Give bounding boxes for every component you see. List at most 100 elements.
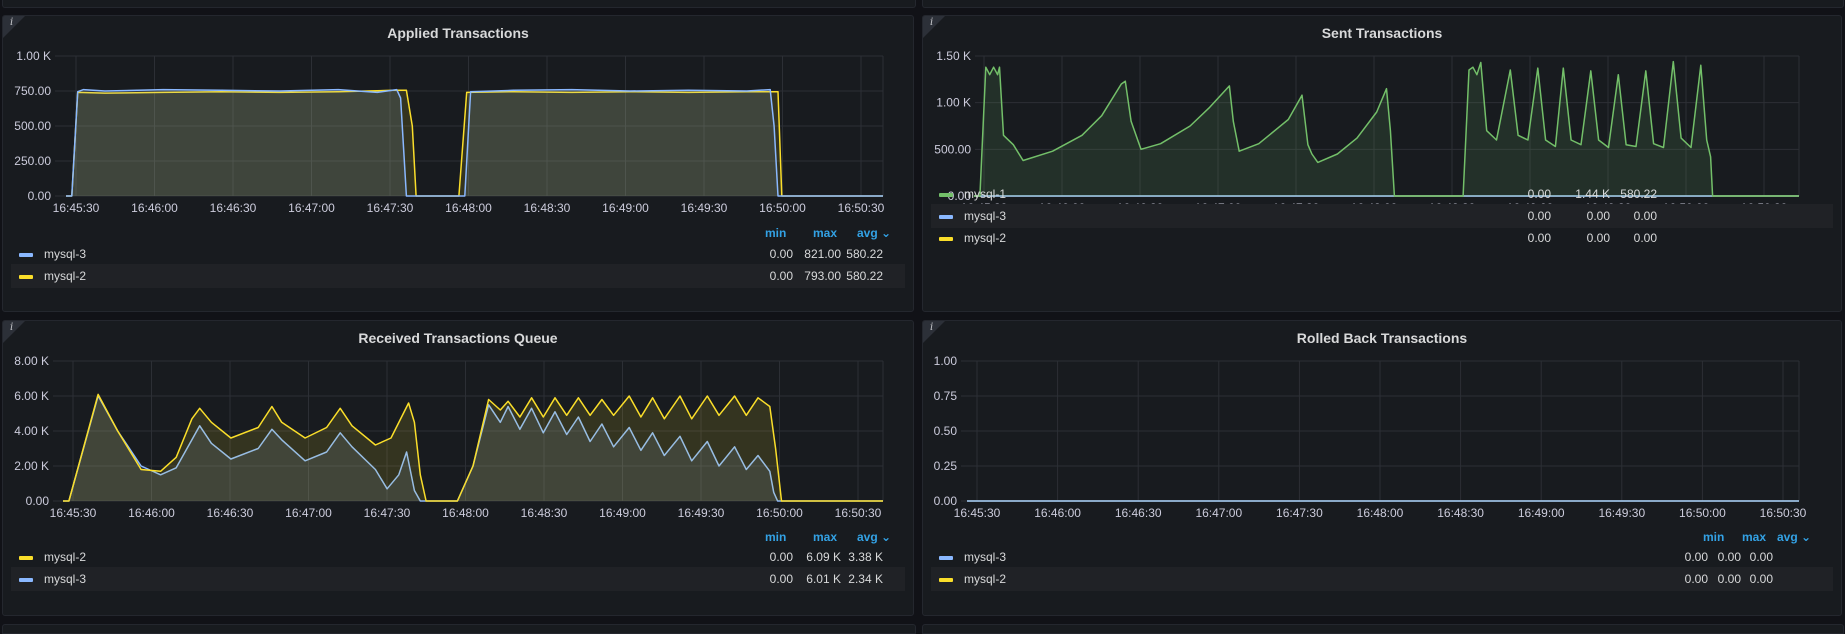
legend-swatch[interactable] [939,237,953,241]
legend-item-hidden [931,589,1833,613]
panel-received-transactions-queue[interactable]: i Received Transactions Queue 0.00 2.00 K… [2,320,914,616]
x-tick-label: 16:45:30 [53,201,100,215]
legend-item-mysql-3[interactable]: mysql-3 0.00 6.01 K 2.34 K [11,567,905,591]
y-tick-label: 500.00 [14,119,51,133]
legend-series-name[interactable]: mysql-2 [44,269,87,283]
legend-swatch[interactable] [19,556,33,560]
legend-value-min: 0.00 [769,269,793,283]
panel-info-corner[interactable]: i [3,16,25,38]
legend-header-max[interactable]: max [813,530,838,544]
legend-swatch[interactable] [19,253,33,257]
legend-swatch[interactable] [939,193,953,197]
x-tick-label: 16:49:00 [602,201,649,215]
panel-above-left [2,0,916,8]
grid [55,55,884,197]
legend-item-mysql-2[interactable]: mysql-2 0.00 0.00 0.00 [931,567,1833,591]
legend-item-mysql-2[interactable]: mysql-2 0.00 0.00 0.00 [931,226,1833,250]
panel-info-corner[interactable]: i [923,16,945,38]
x-tick-label: 16:48:30 [1437,506,1484,520]
panel-title[interactable]: Received Transactions Queue [358,330,558,346]
legend-value-max: 0.00 [1586,231,1610,245]
legend-value-min: 0.00 [1527,231,1551,245]
x-tick-label: 16:46:00 [128,506,175,520]
x-tick-label: 16:48:30 [521,506,568,520]
legend-swatch[interactable] [939,215,953,219]
series-area-mysql-1 [974,61,1799,196]
panel-applied-transactions[interactable]: i Applied Transactions 0.00 250.00 500.00 7… [2,15,914,312]
legend-series-name[interactable]: mysql-2 [964,231,1007,245]
legend-series-name[interactable]: mysql-3 [44,247,87,261]
legend-item-mysql-3[interactable]: mysql-3 0.00 821.00 580.22 [11,242,905,266]
x-tick-label: 16:50:00 [1679,506,1726,520]
received-transactions-queue-chart[interactable]: 0.00 2.00 K 4.00 K 6.00 K 8.00 K 16:45:30 16:4… [3,321,914,520]
legend-header-avg-label: avg [857,530,878,544]
legend-swatch[interactable] [19,275,33,279]
legend-value-avg: 580.22 [1620,187,1657,201]
panel-title[interactable]: Rolled Back Transactions [1296,330,1468,346]
legend-swatch[interactable] [939,556,953,560]
legend-item-mysql-1[interactable]: mysql-1 0.00 1.44 K 580.22 [931,182,1833,206]
legend-item-mysql-2[interactable]: mysql-2 0.00 6.09 K 3.38 K [11,545,905,569]
y-tick-label: 500.00 [934,142,971,156]
legend-header-min[interactable]: min [765,226,787,240]
legend-item-hidden [11,589,905,613]
legend-header-max[interactable]: max [813,226,838,240]
panel-info-corner[interactable]: i [923,321,945,343]
applied-transactions-chart[interactable]: 0.00 250.00 500.00 750.00 1.00 K 16:45:30 16:4… [3,16,914,215]
series-area-mysql-3 [66,89,883,196]
legend-value-max: 793.00 [804,269,841,283]
legend-series-name[interactable]: mysql-3 [964,550,1007,564]
x-tick-label: 16:49:00 [599,506,646,520]
legend-item-mysql-3[interactable]: mysql-3 0.00 0.00 0.00 [931,204,1833,228]
legend-swatch[interactable] [19,578,33,582]
legend-header-max[interactable]: max [1742,530,1767,544]
chevron-down-icon: ⌄ [1801,530,1812,544]
legend-item-mysql-3[interactable]: mysql-3 0.00 0.00 0.00 [931,545,1833,569]
x-tick-label: 16:46:30 [207,506,254,520]
legend-series-name[interactable]: mysql-3 [964,209,1007,223]
x-tick-label: 16:49:30 [678,506,725,520]
legend-item-mysql-2[interactable]: mysql-2 0.00 793.00 580.22 [11,264,905,288]
legend-value-min: 0.00 [769,247,793,261]
legend-series-name[interactable]: mysql-1 [964,187,1007,201]
y-tick-label: 8.00 K [14,354,49,368]
x-tick-label: 16:47:00 [285,506,332,520]
x-tick-label: 16:47:00 [1195,506,1242,520]
legend-value-avg: 580.22 [846,247,883,261]
x-tick-label: 16:46:00 [1034,506,1081,520]
x-tick-label: 16:47:00 [288,201,335,215]
panel-sent-transactions[interactable]: i Sent Transactions 0.00 500.00 1.00 K 1.50… [922,15,1842,312]
legend-value-max: 0.00 [1717,572,1741,586]
x-tick-label: 16:47:30 [1276,506,1323,520]
panel-info-corner[interactable]: i [3,321,25,343]
panel-below-right [922,624,1844,634]
legend-header-min[interactable]: min [765,530,787,544]
legend-series-name[interactable]: mysql-3 [44,572,87,586]
x-tick-label: 16:48:00 [445,201,492,215]
legend-value-min: 0.00 [769,550,793,564]
legend-series-name[interactable]: mysql-2 [44,550,87,564]
x-tick-label: 16:46:30 [1115,506,1162,520]
legend-value-avg: 0.00 [1633,209,1657,223]
rolled-back-transactions-chart[interactable]: 0.00 0.25 0.50 0.75 1.00 16:45:30 16:46:00 16:4… [923,321,1842,520]
y-tick-label: 0.00 [28,189,52,203]
legend-header-min[interactable]: min [1703,530,1725,544]
y-tick-label: 1.50 K [936,49,971,63]
series-line-mysql-2 [63,393,883,502]
legend-value-max: 1.44 K [1575,187,1610,201]
panel-title[interactable]: Applied Transactions [387,25,529,41]
legend-value-avg: 0.00 [1749,550,1773,564]
panel-rolled-back-transactions[interactable]: i Rolled Back Transactions 0.00 0.25 0.50 0… [922,320,1842,616]
x-tick-label: 16:48:30 [524,201,571,215]
x-tick-label: 16:45:30 [50,506,97,520]
legend-series-name[interactable]: mysql-2 [964,572,1007,586]
y-tick-label: 0.75 [934,389,958,403]
grid [53,360,884,502]
panel-title[interactable]: Sent Transactions [1321,25,1443,41]
legend-header-avg-label: avg [857,226,878,240]
legend-item-hidden [11,286,905,310]
legend-swatch[interactable] [939,578,953,582]
legend-value-max: 0.00 [1586,209,1610,223]
x-tick-label: 16:50:30 [835,506,882,520]
